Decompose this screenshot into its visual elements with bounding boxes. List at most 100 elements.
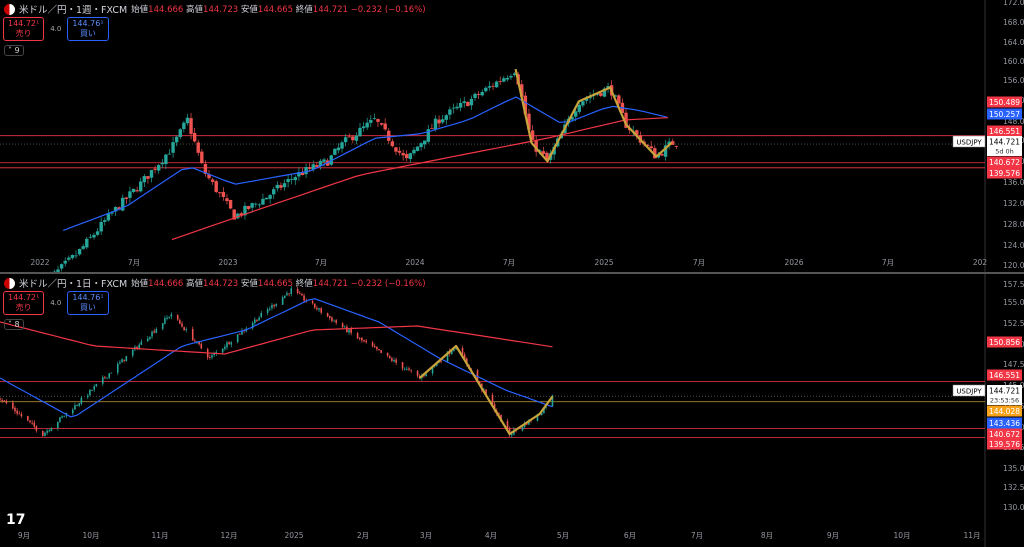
candle-body xyxy=(194,340,196,342)
candle-body xyxy=(59,417,61,422)
usdjpy-flag-icon xyxy=(4,3,15,15)
x-tick-label: 202 xyxy=(973,258,988,267)
candle-body xyxy=(393,360,395,362)
moving-average-long-line xyxy=(171,117,669,241)
candle-body xyxy=(304,167,308,175)
candle-body xyxy=(254,203,258,205)
candle-body xyxy=(372,118,377,119)
symbol-tag-label: USDJPY xyxy=(956,139,982,147)
candle-body xyxy=(394,147,398,152)
candle-body xyxy=(179,320,181,324)
daily-chart-pane[interactable]: 157.500155.000152.500150.000147.500145.0… xyxy=(0,274,1024,547)
candle-body xyxy=(264,197,269,200)
candle-body xyxy=(110,372,113,374)
price-tag xyxy=(987,96,1022,108)
candle-body xyxy=(116,363,119,373)
y-tick-label: 136.000 xyxy=(1003,178,1024,187)
candle-body xyxy=(378,349,380,351)
candle-body xyxy=(303,295,305,301)
candle-body xyxy=(273,304,275,307)
candle-body xyxy=(63,260,67,264)
sell-button[interactable]: 144.72¹ 売り xyxy=(3,17,45,41)
candle-body xyxy=(18,413,21,415)
candle-body xyxy=(44,432,46,437)
weekly-chart-canvas[interactable]: 172.000168.000164.000160.000156.000152.0… xyxy=(0,0,1024,273)
daily-symbol-title[interactable]: 米ドル／円・1日・FXCM xyxy=(19,279,128,290)
candle-body xyxy=(318,160,323,167)
price-tag xyxy=(987,428,1022,440)
weekly-symbol-title[interactable]: 米ドル／円・1週・FXCM xyxy=(19,5,128,16)
sell-button[interactable]: 144.72¹ 売り xyxy=(3,291,45,315)
price-tag-label: 140.672 xyxy=(989,430,1020,439)
x-tick-label: 2025 xyxy=(284,531,303,540)
candle-body xyxy=(279,185,283,188)
candle-body xyxy=(318,308,320,310)
candle-body xyxy=(388,356,391,359)
candle-body xyxy=(89,389,91,396)
candle-body xyxy=(341,323,344,328)
price-tag xyxy=(987,108,1022,120)
buy-button[interactable]: 144.76¹ 買い xyxy=(67,17,109,41)
candle-body xyxy=(275,304,278,306)
indicator-collapse-button[interactable]: ˅ 9 xyxy=(4,45,24,56)
candle-body xyxy=(191,329,194,341)
candle-body xyxy=(391,358,393,361)
candle-body xyxy=(241,330,243,335)
candle-body xyxy=(506,421,509,429)
candle-body xyxy=(228,342,230,345)
candle-body xyxy=(156,164,161,171)
candle-body xyxy=(410,370,412,372)
candle-body xyxy=(226,342,228,348)
candle-body xyxy=(322,159,326,162)
candle-body xyxy=(77,248,82,255)
candle-body xyxy=(581,101,585,106)
candle-body xyxy=(453,349,455,351)
candle-body xyxy=(183,327,185,331)
price-tag xyxy=(987,125,1022,137)
x-tick-label: 12月 xyxy=(220,531,237,540)
candle-body xyxy=(200,343,203,349)
candle-body xyxy=(31,422,33,424)
candle-body xyxy=(106,377,108,379)
candle-body xyxy=(113,207,118,212)
candle-body xyxy=(95,231,100,235)
symbol-tag xyxy=(952,135,986,148)
x-tick-label: 3月 xyxy=(420,531,432,540)
daily-chart-canvas[interactable]: 157.500155.000152.500150.000147.500145.0… xyxy=(0,274,1024,547)
candle-body xyxy=(674,145,679,147)
price-tag-label: 146.551 xyxy=(989,371,1020,380)
candle-body xyxy=(433,118,438,130)
candle-body xyxy=(455,106,459,109)
candle-body xyxy=(473,93,477,99)
candle-body xyxy=(74,255,78,257)
candle-body xyxy=(343,326,346,328)
candle-body xyxy=(210,179,215,182)
candle-body xyxy=(108,373,111,378)
buy-button[interactable]: 144.76¹ 買い xyxy=(67,291,109,315)
candle-body xyxy=(645,144,650,146)
candle-body xyxy=(671,141,675,145)
candle-body xyxy=(221,192,226,198)
candle-body xyxy=(653,148,657,159)
candle-body xyxy=(63,415,66,417)
candle-body xyxy=(61,416,63,418)
candle-body xyxy=(218,192,222,194)
candle-body xyxy=(257,204,262,206)
candle-body xyxy=(300,172,305,175)
indicator-collapse-button[interactable]: ˅ 8 xyxy=(4,319,24,330)
candle-body xyxy=(498,413,500,415)
candle-body xyxy=(91,389,93,391)
candle-body xyxy=(476,94,481,95)
candle-body xyxy=(174,136,179,143)
candle-body xyxy=(551,395,554,407)
candle-body xyxy=(266,309,269,313)
candle-body xyxy=(419,143,423,148)
x-tick-label: 8月 xyxy=(761,531,773,540)
weekly-chart-pane[interactable]: 172.000168.000164.000160.000156.000152.0… xyxy=(0,0,1024,273)
pane-divider[interactable] xyxy=(0,272,1024,274)
candle-body xyxy=(189,118,193,134)
candle-body xyxy=(408,153,413,160)
x-tick-label: 2025 xyxy=(594,258,613,267)
candle-body xyxy=(198,341,200,345)
candle-body xyxy=(224,346,226,349)
